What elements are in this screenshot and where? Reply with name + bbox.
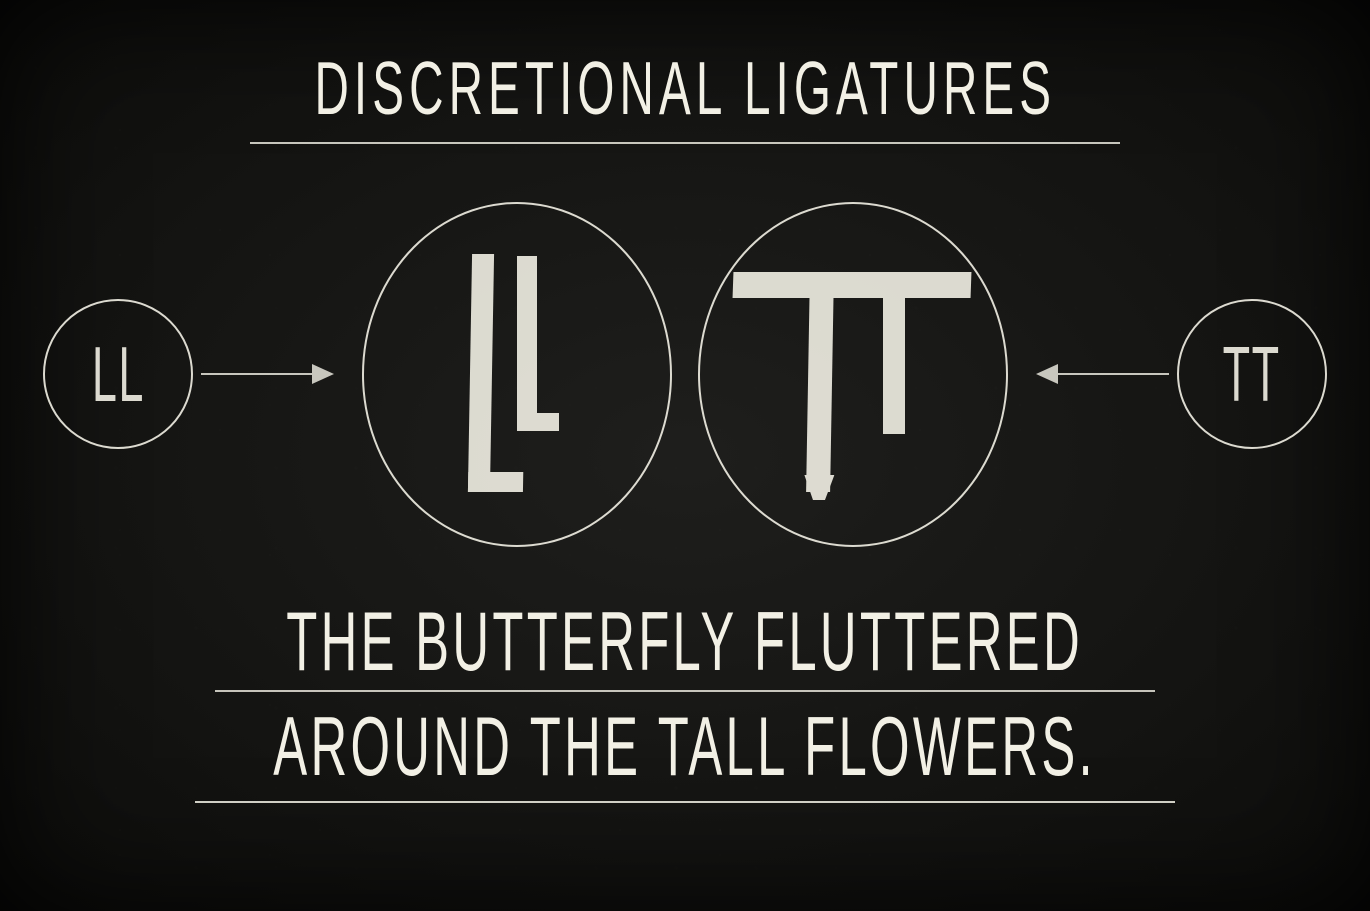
- glyph-ll-ligature: [462, 254, 572, 494]
- arrow-tt: [1039, 373, 1169, 375]
- node-ll-source: LL: [43, 299, 193, 449]
- page-title: DISCRETIONAL LIGATURES: [314, 44, 1056, 132]
- glyph-tt-ligature: [738, 254, 968, 494]
- node-ll-ligature: [362, 202, 672, 547]
- example-underline: [195, 801, 1175, 803]
- node-tt-source-label: TT: [1223, 329, 1281, 419]
- node-ll-source-label: LL: [91, 329, 144, 419]
- ligature-diagram: LL TT: [0, 199, 1370, 549]
- arrow-ll: [201, 373, 331, 375]
- example-line-1: THE BUTTERFLY FLUTTERED: [274, 595, 1097, 691]
- main-container: DISCRETIONAL LIGATURES LL: [0, 0, 1370, 911]
- example-line-2: AROUND THE TALL FLOWERS.: [274, 699, 1097, 795]
- node-tt-ligature: [698, 202, 1008, 547]
- example-divider: [215, 690, 1155, 692]
- title-underline: [250, 142, 1120, 144]
- example-text-block: THE BUTTERFLY FLUTTERED AROUND THE TALL …: [183, 607, 1186, 803]
- node-tt-source: TT: [1177, 299, 1327, 449]
